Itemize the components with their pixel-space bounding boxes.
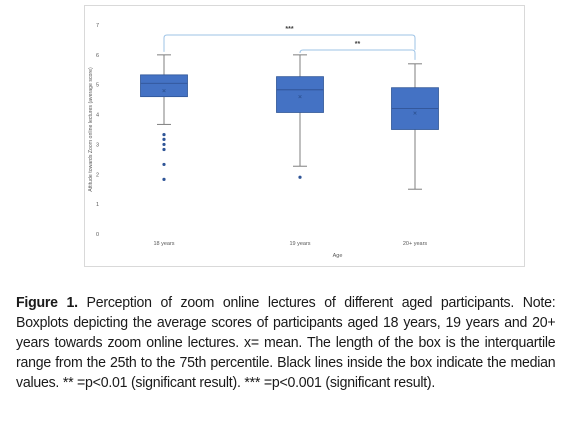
y-tick-label-5: 5 — [96, 83, 99, 89]
outlier-18-years-2 — [162, 142, 166, 147]
box-19-years — [276, 76, 324, 113]
x-axis-title: Age — [333, 253, 343, 259]
significance-label-2: ** — [355, 41, 361, 48]
caption-label: Figure 1. — [16, 294, 78, 311]
x-tick-label-18-years: 18 years — [153, 241, 174, 247]
mean-marker-20plus-years — [413, 111, 417, 115]
figure-caption: Figure 1. Perception of zoom online lect… — [16, 293, 556, 393]
y-tick-label-2: 2 — [96, 172, 99, 178]
box-18-years — [140, 74, 188, 98]
significance-label-1: *** — [285, 26, 293, 33]
boxplot-chart: 0 1 2 3 4 5 6 7 Attitude towards Zoom online lec… — [88, 23, 439, 259]
mean-marker-19-years — [298, 94, 302, 99]
y-tick-label-6: 6 — [96, 53, 99, 59]
outlier-18-years-0 — [162, 132, 166, 137]
outlier-19-years-0 — [298, 175, 302, 179]
y-tick-label-0: 0 — [96, 232, 99, 238]
mean-marker-18-years — [162, 89, 166, 93]
y-tick-label-1: 1 — [96, 202, 99, 208]
y-tick-label-4: 4 — [96, 113, 99, 119]
x-tick-label-19-years: 19 years — [289, 241, 310, 247]
outlier-18-years-5 — [162, 177, 166, 181]
outlier-18-years-4 — [162, 162, 166, 167]
significance-bracket-2 — [299, 49, 416, 60]
caption-text: Perception of zoom online lectures of di… — [16, 294, 556, 391]
x-tick-label-20plus-years: 20+ years — [403, 241, 428, 247]
significance-bracket-1 — [163, 34, 416, 52]
outlier-18-years-1 — [162, 137, 166, 141]
chart-frame: 0 1 2 3 4 5 6 7 Attitude towards Zoom online lec… — [84, 5, 525, 267]
outlier-18-years-3 — [162, 147, 166, 152]
y-tick-label-7: 7 — [96, 23, 99, 29]
y-tick-label-3: 3 — [96, 142, 99, 148]
y-axis-title: Attitude towards Zoom online lectures (a… — [88, 67, 94, 192]
